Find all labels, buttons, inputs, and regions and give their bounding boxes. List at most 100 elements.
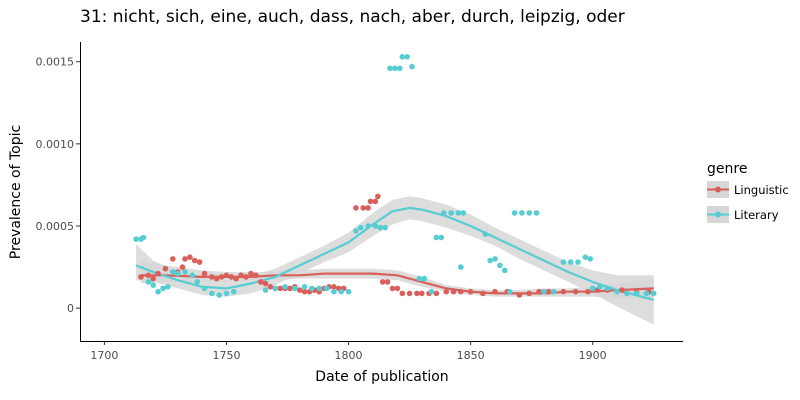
data-point-literary bbox=[170, 269, 176, 275]
data-point-literary bbox=[614, 288, 620, 295]
data-point-linguistic bbox=[218, 274, 225, 280]
data-point-literary bbox=[155, 288, 161, 295]
data-point-literary bbox=[587, 256, 593, 262]
data-point-linguistic bbox=[406, 290, 413, 297]
data-point-literary bbox=[201, 285, 208, 292]
data-point-literary bbox=[301, 284, 308, 290]
data-point-linguistic bbox=[262, 280, 269, 287]
data-point-literary bbox=[209, 290, 215, 297]
x-tick-label: 1700 bbox=[90, 349, 118, 362]
data-point-linguistic bbox=[296, 287, 303, 293]
data-point-linguistic bbox=[187, 254, 193, 260]
data-point-linguistic bbox=[572, 288, 579, 295]
data-point-linguistic bbox=[433, 290, 440, 297]
data-point-literary bbox=[338, 288, 345, 295]
data-point-linguistic bbox=[233, 275, 239, 282]
data-point-literary bbox=[140, 234, 147, 241]
data-point-linguistic bbox=[301, 288, 308, 295]
data-point-literary bbox=[492, 256, 498, 262]
data-point-literary bbox=[216, 292, 222, 298]
data-point-literary bbox=[421, 275, 428, 282]
data-point-linguistic bbox=[619, 287, 625, 293]
data-point-literary bbox=[165, 284, 171, 290]
data-point-literary bbox=[357, 224, 364, 231]
data-point-literary bbox=[382, 224, 389, 231]
data-point-literary bbox=[526, 210, 532, 216]
data-point-linguistic bbox=[414, 290, 420, 297]
legend-label-linguistic: Linguistic bbox=[734, 183, 789, 197]
data-point-linguistic bbox=[353, 205, 359, 211]
data-point-linguistic bbox=[367, 198, 374, 205]
data-point-linguistic bbox=[253, 272, 259, 279]
data-point-linguistic bbox=[228, 274, 235, 280]
data-point-linguistic bbox=[545, 288, 552, 295]
data-point-linguistic bbox=[360, 205, 367, 211]
data-point-literary bbox=[323, 285, 330, 292]
data-point-linguistic bbox=[394, 285, 401, 292]
data-point-literary bbox=[497, 262, 503, 269]
data-point-literary bbox=[189, 272, 196, 279]
data-point-literary bbox=[416, 275, 423, 282]
data-point-linguistic bbox=[191, 257, 198, 264]
x-tick-label: 1750 bbox=[212, 349, 240, 362]
data-point-linguistic bbox=[419, 290, 425, 297]
data-point-literary bbox=[604, 285, 611, 292]
data-point-linguistic bbox=[526, 290, 532, 297]
confidence-band-linguistic bbox=[141, 260, 654, 300]
data-point-linguistic bbox=[267, 284, 274, 290]
y-tick-label: 0.0010 bbox=[36, 138, 75, 151]
legend-dot-linguistic bbox=[715, 186, 721, 193]
data-point-linguistic bbox=[492, 288, 498, 295]
legend-dot-literary bbox=[715, 211, 721, 218]
data-point-literary bbox=[392, 65, 398, 72]
data-point-literary bbox=[433, 234, 440, 241]
data-point-literary bbox=[223, 290, 230, 297]
data-point-literary bbox=[502, 267, 508, 274]
y-tick-label: 0 bbox=[67, 302, 74, 315]
data-point-literary bbox=[194, 279, 200, 285]
data-point-literary bbox=[575, 259, 581, 265]
data-point-linguistic bbox=[248, 270, 254, 277]
data-point-literary bbox=[292, 285, 298, 292]
data-point-literary bbox=[365, 223, 371, 229]
data-point-literary bbox=[643, 290, 650, 297]
data-point-linguistic bbox=[213, 275, 220, 282]
chart-title: 31: nicht, sich, eine, auch, dass, nach,… bbox=[80, 7, 625, 27]
data-point-literary bbox=[331, 288, 337, 295]
data-point-literary bbox=[160, 285, 166, 292]
data-point-literary bbox=[231, 288, 237, 295]
x-ticks: 1700 1750 1800 1850 1900 bbox=[90, 341, 607, 362]
data-point-linguistic bbox=[480, 290, 486, 297]
confidence-band-literary bbox=[136, 196, 654, 325]
data-point-linguistic bbox=[155, 270, 161, 277]
data-point-literary bbox=[387, 65, 393, 72]
data-point-literary bbox=[550, 288, 557, 295]
trend-line-literary bbox=[135, 206, 654, 301]
data-point-linguistic bbox=[379, 279, 386, 285]
data-point-literary bbox=[404, 54, 410, 60]
data-point-linguistic bbox=[287, 285, 293, 292]
data-point-linguistic bbox=[238, 272, 244, 279]
data-point-literary bbox=[377, 224, 384, 231]
data-point-literary bbox=[145, 279, 152, 285]
data-point-literary bbox=[399, 54, 406, 60]
data-point-linguistic bbox=[375, 193, 381, 200]
data-point-literary bbox=[633, 290, 640, 297]
data-point-literary bbox=[511, 210, 518, 216]
data-point-linguistic bbox=[138, 274, 144, 280]
data-point-linguistic bbox=[399, 290, 406, 297]
data-point-linguistic bbox=[585, 288, 591, 295]
x-tick-label: 1800 bbox=[335, 349, 363, 362]
data-point-linguistic bbox=[243, 274, 249, 280]
x-tick-label: 1900 bbox=[579, 349, 607, 362]
data-point-literary bbox=[174, 270, 181, 277]
data-point-linguistic bbox=[450, 288, 457, 295]
data-point-literary bbox=[460, 210, 467, 216]
data-point-literary bbox=[650, 290, 657, 297]
data-point-literary bbox=[428, 288, 435, 295]
legend: genre Linguistic Literary bbox=[707, 161, 789, 223]
data-points bbox=[133, 54, 657, 298]
legend-item-linguistic: Linguistic bbox=[707, 181, 789, 198]
data-point-literary bbox=[182, 269, 188, 275]
y-tick-label: 0.0005 bbox=[36, 220, 75, 233]
